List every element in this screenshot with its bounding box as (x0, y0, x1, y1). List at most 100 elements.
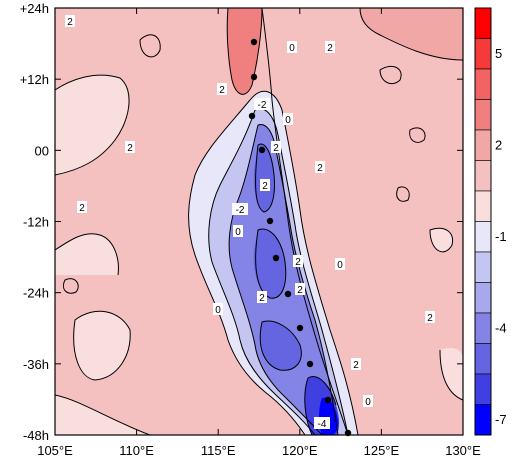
negative-core (260, 321, 302, 371)
contour-line (255, 228, 287, 299)
x-tick-label: 110°E (119, 443, 154, 458)
contour-line (255, 143, 275, 213)
contour-label: 0 (215, 305, 221, 316)
colorbar-segment (474, 129, 492, 161)
colorbar: 5 2 -1 -4 -7 (474, 7, 507, 436)
contour-label: 0 (337, 260, 343, 271)
contour-line (396, 186, 410, 202)
contour-line (55, 233, 119, 276)
contour-line (139, 34, 161, 58)
colorbar-segment (474, 404, 492, 436)
contour-label-bg (363, 395, 373, 407)
colorbar-segment (474, 160, 492, 192)
contour-label-bg (425, 311, 435, 323)
contour-label-bg (325, 41, 335, 53)
negative-core (253, 144, 275, 212)
contour-line (409, 127, 426, 143)
contour-label: 2 (219, 85, 225, 96)
light-positive-region (430, 228, 453, 252)
contour-label-bg (217, 83, 227, 95)
colorbar-segment (474, 7, 492, 39)
contour-line (73, 310, 131, 381)
contour-label-bg (233, 225, 243, 237)
negative-core (253, 229, 286, 299)
contour-label-bg (295, 283, 305, 295)
positive-region (360, 8, 463, 60)
track-point (324, 396, 332, 404)
colorbar-label: 2 (495, 137, 502, 152)
contour-label-layer: 2 2 2 0 2 2 -2 0 2 2 0 -2 2 0 2 2 0 2 2 2 0 -4 (65, 15, 435, 430)
colorbar-segment (474, 343, 492, 375)
track-point (250, 38, 258, 46)
colorbar-segment (474, 312, 492, 344)
contour-label-bg (254, 98, 270, 110)
track-point (248, 112, 256, 120)
contour-label: 2 (259, 293, 265, 304)
colorbar-segment (474, 190, 492, 222)
contour-line (249, 90, 359, 435)
contour-label: 2 (262, 181, 268, 192)
y-tick-label: 00 (35, 143, 49, 158)
contour-line (359, 8, 463, 61)
contour-label-bg (232, 203, 248, 215)
contour-line (55, 74, 130, 176)
colorbar-segment (474, 68, 492, 100)
contour-label: -2 (258, 100, 267, 111)
contour-line (62, 278, 79, 294)
contour-label: -2 (236, 205, 245, 216)
contour-label-bg (65, 15, 75, 27)
y-tick-label: -12h (23, 215, 49, 230)
contour-label: 2 (297, 285, 303, 296)
contour-label-bg (287, 41, 297, 53)
x-tick-label: 125°E (364, 443, 400, 458)
contour-line (55, 394, 151, 435)
track-point (296, 324, 304, 332)
x-axis: 105°E 110°E 115°E 120°E 125°E 130°E (37, 8, 481, 458)
colorbar-segment (474, 38, 492, 70)
track-point (250, 73, 258, 81)
contour-label-bg (293, 255, 303, 267)
colorbar-segment (474, 251, 492, 283)
contour-label-bg (351, 358, 361, 370)
x-tick-label: 130°E (445, 443, 481, 458)
contour-label: 2 (317, 163, 323, 174)
track-point (266, 217, 274, 225)
x-tick-label: 105°E (37, 443, 73, 458)
colorbar-label: -7 (495, 412, 507, 427)
light-positive-region (55, 395, 150, 435)
contour-label-bg (315, 161, 325, 173)
track-point (306, 360, 314, 368)
contour-fill-layer (55, 8, 463, 435)
contour-line (304, 376, 337, 435)
contour-line (226, 8, 263, 95)
contour-label: 2 (427, 313, 433, 324)
positive-region (227, 8, 262, 95)
y-tick-label: +12h (20, 72, 49, 87)
track-point (284, 290, 292, 298)
contour-label: 0 (365, 397, 371, 408)
colorbar-label: -4 (495, 320, 507, 335)
x-tick-label: 120°E (282, 443, 318, 458)
contour-label: 2 (127, 143, 133, 154)
contour-line (208, 109, 316, 435)
colorbar-label: -1 (495, 229, 507, 244)
colorbar-segment (474, 373, 492, 405)
track-point (258, 146, 266, 154)
contour-label-bg (125, 141, 135, 153)
x-tick-label: 115°E (201, 443, 236, 458)
y-tick-label: -48h (23, 428, 49, 443)
contour-label-bg (335, 258, 345, 270)
contour-label: 0 (289, 43, 295, 54)
contour-lines (55, 8, 463, 435)
contour-line (429, 227, 454, 253)
light-positive-region (55, 233, 119, 275)
contour-label: 2 (273, 143, 279, 154)
contour-line (439, 349, 463, 401)
light-positive-region (440, 348, 463, 400)
contour-label-bg (77, 201, 87, 213)
light-positive-region (55, 75, 130, 175)
contour-label-bg (314, 417, 330, 429)
colorbar-segment (474, 282, 492, 314)
contour-label-bg (257, 291, 267, 303)
